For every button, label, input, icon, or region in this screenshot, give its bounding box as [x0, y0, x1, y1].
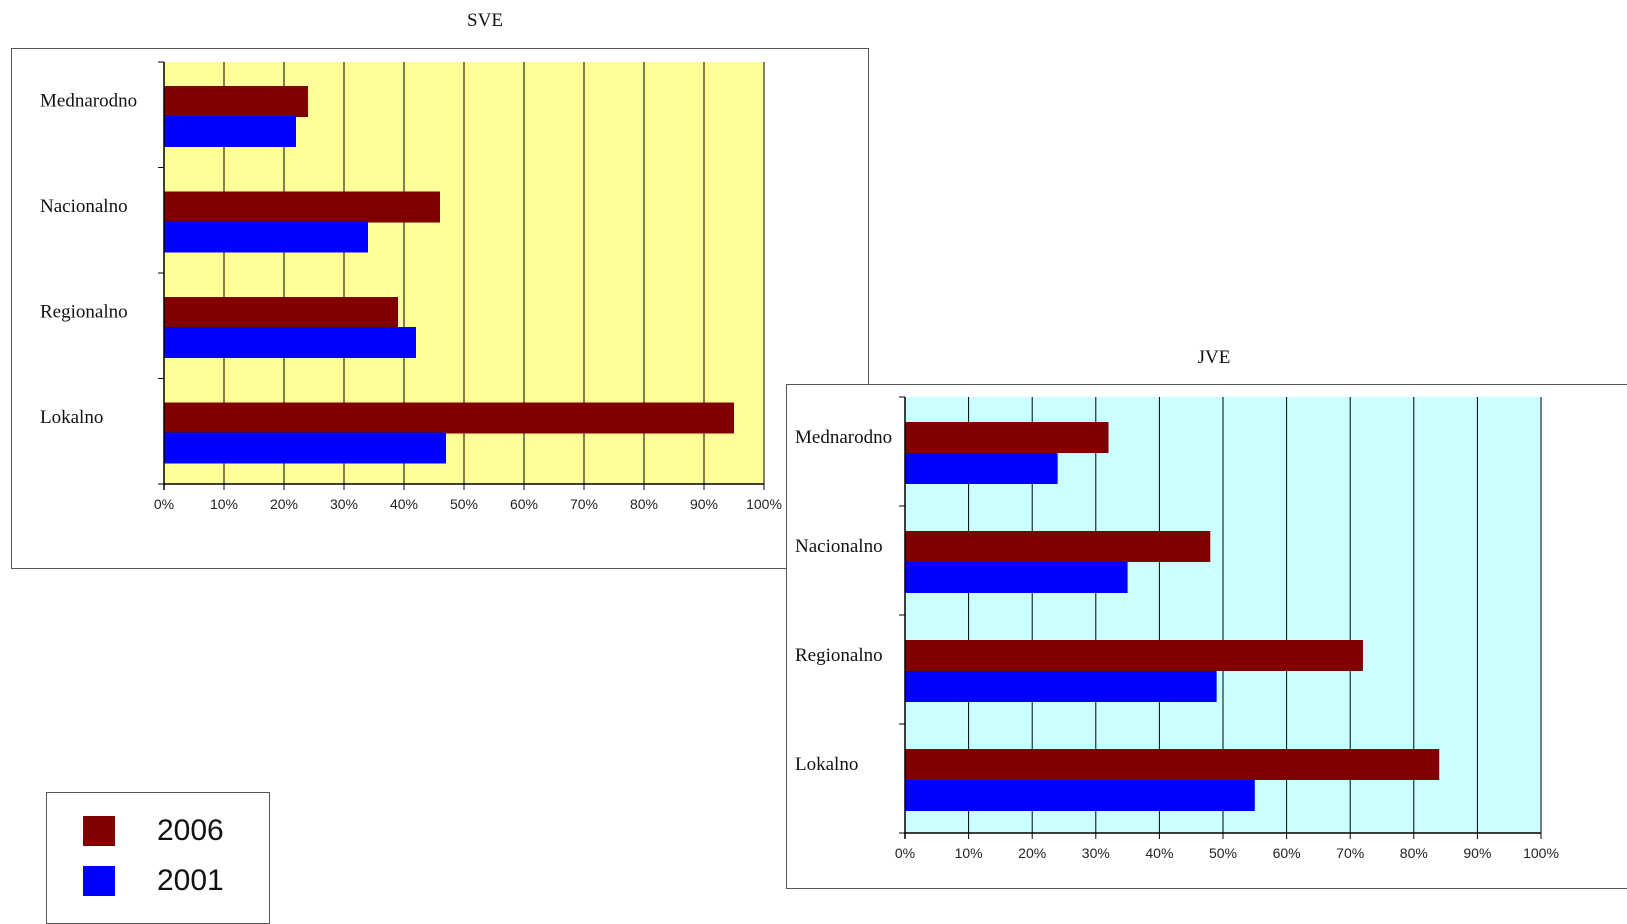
x-tick-label-jve: 30% — [1082, 845, 1110, 861]
legend: 2006 2001 — [46, 792, 270, 924]
x-tick-label-sve: 30% — [330, 496, 358, 512]
x-tick-label-jve: 60% — [1273, 845, 1301, 861]
category-label-sve: Nacionalno — [40, 196, 128, 217]
x-tick-label-sve: 60% — [510, 496, 538, 512]
chart-title-jve: JVE — [1197, 347, 1231, 368]
x-tick-label-sve: 20% — [270, 496, 298, 512]
bar-jve-2001-0 — [905, 453, 1058, 484]
bar-jve-2006-2 — [905, 640, 1363, 671]
x-tick-label-jve: 0% — [895, 845, 915, 861]
bar-sve-2006-3 — [164, 402, 734, 434]
bar-jve-2001-2 — [905, 671, 1217, 702]
x-tick-label-sve: 10% — [210, 496, 238, 512]
bar-sve-2001-3 — [164, 432, 446, 464]
legend-label-2006: 2006 — [157, 814, 224, 847]
category-label-jve: Mednarodno — [795, 427, 892, 448]
bar-jve-2006-1 — [905, 531, 1211, 562]
x-tick-label-sve: 40% — [390, 496, 418, 512]
x-tick-label-jve: 70% — [1336, 845, 1364, 861]
category-label-sve: Mednarodno — [40, 91, 137, 112]
bar-jve-2006-0 — [905, 422, 1109, 453]
x-tick-label-sve: 70% — [570, 496, 598, 512]
legend-item-2001: 2001 — [83, 863, 224, 899]
legend-swatch-2006 — [83, 816, 115, 846]
bar-sve-2001-0 — [164, 116, 296, 147]
x-tick-label-jve: 10% — [955, 845, 983, 861]
category-label-jve: Regionalno — [795, 645, 883, 666]
category-label-jve: Nacionalno — [795, 536, 883, 557]
bar-jve-2006-3 — [905, 749, 1440, 780]
bar-jve-2001-3 — [905, 780, 1255, 811]
x-tick-label-jve: 100% — [1523, 845, 1559, 861]
x-tick-label-jve: 40% — [1145, 845, 1173, 861]
x-tick-label-sve: 0% — [154, 496, 174, 512]
bar-jve-2001-1 — [905, 562, 1128, 593]
x-tick-label-jve: 80% — [1400, 845, 1428, 861]
bar-sve-2006-0 — [164, 86, 308, 117]
category-label-sve: Regionalno — [40, 302, 128, 323]
bar-sve-2001-2 — [164, 327, 416, 358]
x-tick-label-sve: 80% — [630, 496, 658, 512]
x-tick-label-jve: 20% — [1018, 845, 1046, 861]
x-tick-label-sve: 50% — [450, 496, 478, 512]
chart-title-sve: SVE — [467, 10, 503, 31]
x-tick-label-sve: 100% — [746, 496, 782, 512]
category-label-jve: Lokalno — [795, 754, 858, 775]
x-tick-label-sve: 90% — [690, 496, 718, 512]
x-tick-label-jve: 90% — [1463, 845, 1491, 861]
category-label-sve: Lokalno — [40, 407, 103, 428]
bar-sve-2001-1 — [164, 221, 368, 253]
bar-sve-2006-1 — [164, 191, 440, 223]
legend-item-2006: 2006 — [83, 813, 224, 849]
x-tick-label-jve: 50% — [1209, 845, 1237, 861]
legend-label-2001: 2001 — [157, 864, 224, 897]
legend-swatch-2001 — [83, 866, 115, 896]
bar-sve-2006-2 — [164, 297, 398, 328]
